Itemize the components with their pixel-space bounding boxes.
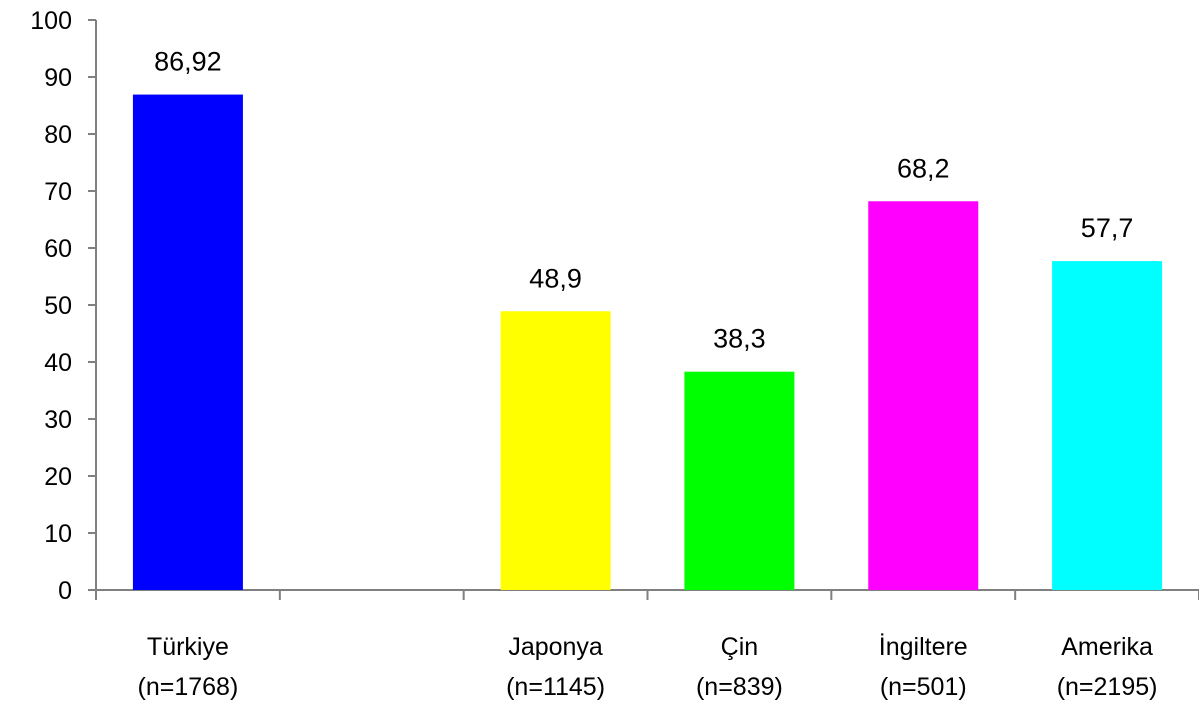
bar: [1052, 261, 1163, 590]
category-sample-size: (n=1768): [138, 673, 239, 701]
data-label: 68,2: [897, 153, 950, 183]
y-tick-label: 0: [58, 577, 72, 605]
y-tick-label: 80: [44, 121, 72, 149]
data-label: 86,92: [154, 47, 222, 77]
y-tick-label: 30: [44, 406, 72, 434]
category-sample-size: (n=501): [880, 673, 967, 701]
y-tick-label: 40: [44, 349, 72, 377]
category-label: Türkiye: [147, 633, 229, 661]
category-sample-size: (n=2195): [1057, 673, 1158, 701]
category-label: Çin: [721, 633, 759, 661]
category-label: Amerika: [1061, 633, 1153, 661]
y-tick-label: 100: [30, 7, 72, 35]
category-sample-size: (n=839): [696, 673, 783, 701]
data-label: 57,7: [1081, 213, 1134, 243]
y-tick-label: 60: [44, 235, 72, 263]
y-tick-label: 20: [44, 463, 72, 491]
data-label: 48,9: [529, 263, 582, 293]
category-sample-size: (n=1145): [506, 673, 605, 701]
category-labels: Türkiye (n=1768) Japonya (n=1145) Çin (n=839)…: [138, 632, 1158, 701]
y-tick-label: 90: [44, 64, 72, 92]
bar: [500, 311, 611, 590]
bar: [132, 94, 243, 590]
bar: [684, 371, 795, 590]
y-tick-label: 50: [44, 292, 72, 320]
y-tick-label: 10: [44, 520, 72, 548]
y-axis: 0 10 20 30 40 50 60 70 80 90 100: [30, 7, 97, 605]
category-label: İngiltere: [879, 632, 968, 661]
category-label: Japonya: [508, 633, 603, 661]
y-tick-label: 70: [44, 178, 72, 206]
data-label: 38,3: [713, 324, 766, 354]
bar: [868, 201, 979, 590]
bars: [132, 94, 1163, 590]
x-axis: [95, 589, 1199, 600]
data-labels: 86,92 48,9 38,3 68,2 57,7: [154, 47, 1133, 354]
